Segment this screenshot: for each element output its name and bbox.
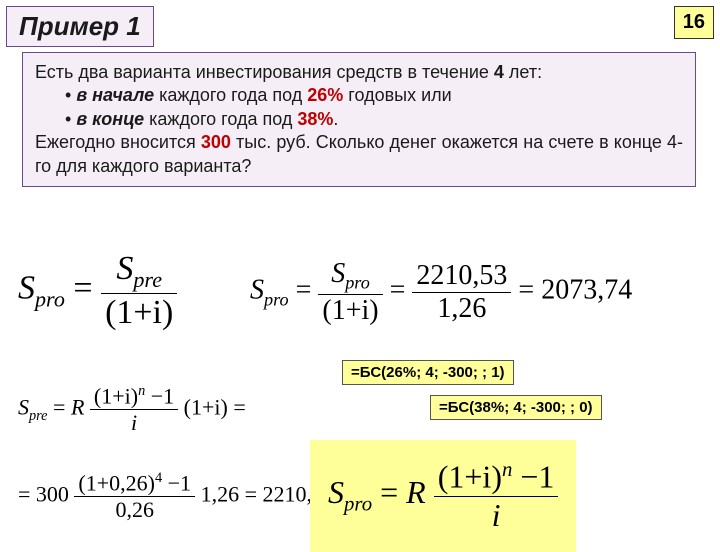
b1-end: годовых или bbox=[343, 85, 451, 105]
eq2-f2n: 2210,53 bbox=[412, 260, 511, 293]
intro-1: Есть два варианта инвестирования средств… bbox=[35, 62, 494, 82]
eq5-sub: pro bbox=[344, 493, 372, 516]
equation-spro-def: Spro = Spre (1+i) bbox=[18, 250, 177, 332]
eq3-tail: (1+i) = bbox=[184, 395, 246, 420]
eq4-den: 0,26 bbox=[74, 497, 195, 523]
eq1-sub: pro bbox=[35, 287, 65, 312]
slide-title: Пример 1 bbox=[6, 6, 154, 47]
amount: 300 bbox=[201, 132, 231, 152]
tail-1: Ежегодно вносится bbox=[35, 132, 201, 152]
equation-spro-calc: Spro = Spro (1+i) = 2210,53 1,26 = 2073,… bbox=[250, 258, 632, 327]
eq5-den: i bbox=[434, 497, 559, 534]
b2-mid: каждого года под bbox=[144, 109, 297, 129]
eq1-num-sub: pre bbox=[133, 267, 162, 292]
eq2-res: 2073,74 bbox=[541, 275, 632, 306]
excel-formula-2: =БС(38%; 4; -300; ; 0) bbox=[430, 395, 602, 420]
eq2-sub: pro bbox=[264, 289, 289, 309]
eq3-r: R bbox=[71, 395, 84, 420]
eq2-f1ns: pro bbox=[345, 273, 370, 293]
eq2-s: S bbox=[250, 275, 264, 306]
b1-emph: в начале bbox=[76, 85, 154, 105]
eq5-s: S bbox=[328, 474, 344, 510]
eq3-den: i bbox=[90, 410, 178, 436]
eq4-num: (1+0,26) bbox=[78, 470, 155, 495]
bullet-1: • в начале каждого года под 26% годовых … bbox=[35, 84, 683, 107]
bullet-2: • в конце каждого года под 38%. bbox=[35, 108, 683, 131]
eq5-num: (1+i) bbox=[438, 459, 502, 495]
slide-number: 16 bbox=[674, 6, 714, 39]
eq2-f1d: (1+i) bbox=[318, 295, 382, 327]
intro-2: лет: bbox=[504, 62, 542, 82]
equation-spre-def: Spre = R (1+i)n −1 i (1+i) = bbox=[18, 383, 246, 436]
years-4: 4 bbox=[494, 62, 504, 82]
eq5-m1: −1 bbox=[512, 459, 554, 495]
eq2-f2d: 1,26 bbox=[412, 293, 511, 325]
equation-spre-calc: = 300 (1+0,26)4 −1 0,26 1,26 = 2210,53 bbox=[18, 470, 334, 523]
b2-rate: 38% bbox=[297, 109, 333, 129]
eq3-m1: −1 bbox=[145, 383, 174, 408]
eq3-sub: pre bbox=[29, 408, 48, 424]
b2-end: . bbox=[333, 109, 338, 129]
eq4-m1: −1 bbox=[162, 470, 191, 495]
eq2-f1n: S bbox=[331, 258, 345, 289]
eq3-num: (1+i) bbox=[94, 383, 138, 408]
eq4-pre: = 300 bbox=[18, 482, 69, 507]
eq1-den: (1+i) bbox=[101, 294, 177, 332]
b1-rate: 26% bbox=[307, 85, 343, 105]
eq5-r: R bbox=[406, 474, 426, 510]
excel-formula-1: =БС(26%; 4; -300; ; 1) bbox=[342, 360, 514, 385]
problem-statement: Есть два варианта инвестирования средств… bbox=[22, 52, 696, 187]
eq3-s: S bbox=[18, 395, 29, 420]
eq5-exp: n bbox=[502, 458, 512, 481]
eq1-num-s: S bbox=[116, 250, 133, 287]
b1-mid: каждого года под bbox=[154, 85, 307, 105]
eq1-s: S bbox=[18, 270, 35, 307]
b2-emph: в конце bbox=[76, 109, 144, 129]
equation-spro-highlight: Spro = R (1+i)n −1 i bbox=[310, 440, 576, 552]
